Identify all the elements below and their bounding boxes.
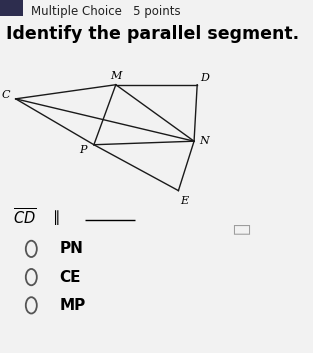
Text: M: M <box>110 71 121 81</box>
Text: C: C <box>2 90 11 100</box>
Text: P: P <box>79 145 87 155</box>
Text: Identify the parallel segment.: Identify the parallel segment. <box>6 25 300 42</box>
Text: CE: CE <box>59 270 81 285</box>
Text: MP: MP <box>59 298 86 313</box>
Text: ∥: ∥ <box>52 210 59 225</box>
Text: N: N <box>199 136 209 146</box>
Text: PN: PN <box>59 241 83 256</box>
Text: $\overline{CD}$: $\overline{CD}$ <box>13 207 36 227</box>
FancyBboxPatch shape <box>0 0 23 16</box>
Text: D: D <box>201 73 209 83</box>
Text: 👆: 👆 <box>232 223 250 235</box>
Text: E: E <box>181 196 189 206</box>
Text: Multiple Choice   5 points: Multiple Choice 5 points <box>31 5 181 18</box>
